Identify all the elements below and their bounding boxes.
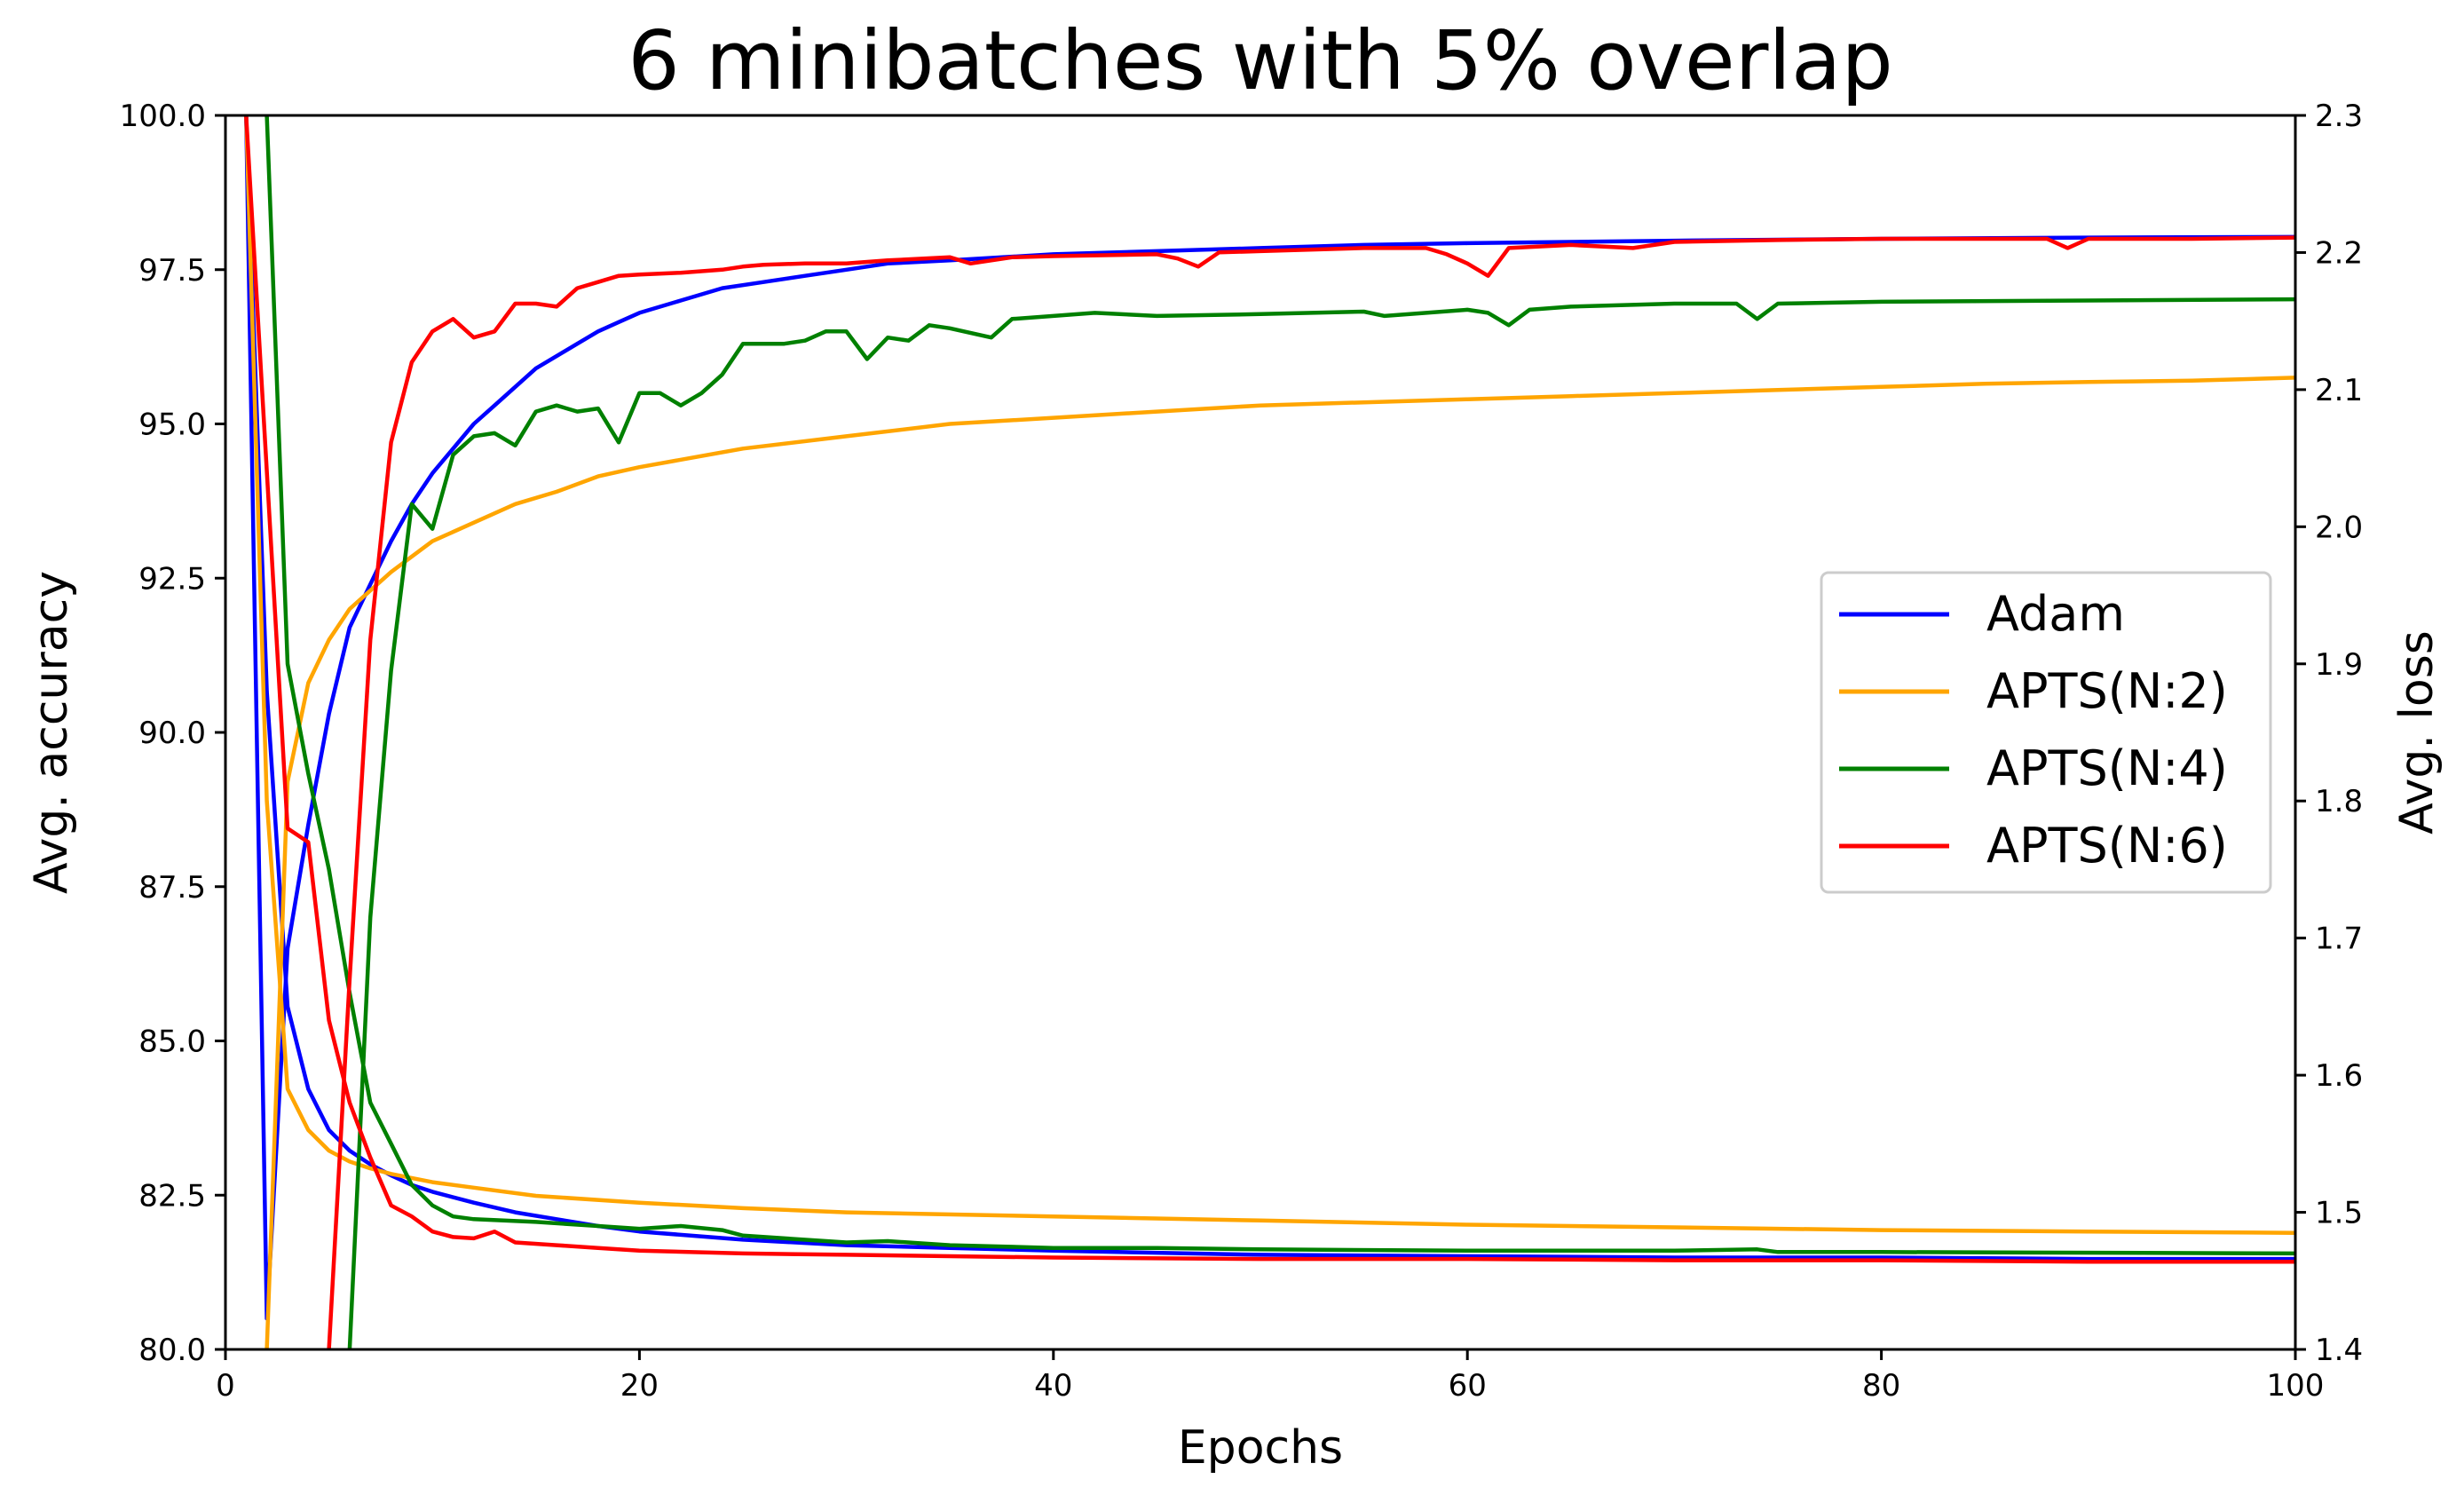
y-tick-label-left: 97.5 <box>138 253 206 289</box>
accuracy-line-apts-n-4 <box>347 297 2295 1349</box>
accuracy-line-apts-n-2 <box>265 376 2295 1349</box>
loss-line-apts-n-6 <box>244 115 2295 1264</box>
y-tick-label-left: 82.5 <box>138 1178 206 1214</box>
y-tick-label-right: 2.1 <box>2315 373 2363 408</box>
legend-label-adam: Adam <box>1986 586 2125 642</box>
y-tick-label-left: 87.5 <box>138 870 206 906</box>
y-tick-label-left: 100.0 <box>120 99 206 134</box>
loss-line-apts-n-2 <box>244 115 2295 1235</box>
series-layer <box>244 115 2295 1349</box>
y-tick-label-right: 1.7 <box>2315 922 2363 957</box>
y-tick-label-right: 2.0 <box>2315 510 2363 545</box>
legend-label-apts-n-2: APTS(N:2) <box>1986 663 2228 719</box>
y-tick-label-left: 80.0 <box>138 1333 206 1368</box>
y-tick-label-left: 90.0 <box>138 716 206 751</box>
y-tick-label-right: 1.8 <box>2315 784 2363 819</box>
x-tick-label: 20 <box>620 1368 659 1404</box>
legend-label-apts-n-6: APTS(N:6) <box>1986 818 2228 874</box>
legend-label-apts-n-4: APTS(N:4) <box>1986 740 2228 796</box>
legend: Adam APTS(N:2) APTS(N:4) APTS(N:6) <box>1820 571 2272 894</box>
x-tick-label: 100 <box>2267 1368 2325 1404</box>
x-tick-label: 40 <box>1034 1368 1072 1404</box>
y-tick-label-right: 1.4 <box>2315 1333 2363 1368</box>
x-axis-label: Epochs <box>1178 1421 1343 1475</box>
y-tick-label-right: 1.9 <box>2315 647 2363 683</box>
legend-box <box>1820 571 2272 894</box>
y-tick-label-left: 95.0 <box>138 407 206 443</box>
y-tick-label-left: 85.0 <box>138 1024 206 1060</box>
x-tick-label: 60 <box>1449 1368 1487 1404</box>
loss-line-adam <box>244 115 2295 1262</box>
y-tick-label-right: 2.3 <box>2315 99 2363 134</box>
y-axis-label-left: Avg. accuracy <box>25 571 78 894</box>
y-tick-label-right: 1.5 <box>2315 1196 2363 1231</box>
chart-title: 6 minibatches with 5% overlap <box>628 13 1892 108</box>
y-tick-label-left: 92.5 <box>138 561 206 597</box>
y-axis-label-right: Avg. loss <box>2390 630 2444 835</box>
y-tick-label-right: 2.2 <box>2315 235 2363 271</box>
accuracy-line-apts-n-6 <box>327 235 2295 1349</box>
x-tick-label: 0 <box>216 1368 235 1404</box>
y-tick-label-right: 1.6 <box>2315 1058 2363 1094</box>
axis-layer: 0 20 40 60 80 100 80.0 82.5 85.0 87.5 90.0 92.5 95.0… <box>120 99 2363 1404</box>
x-tick-label: 80 <box>1862 1368 1900 1404</box>
